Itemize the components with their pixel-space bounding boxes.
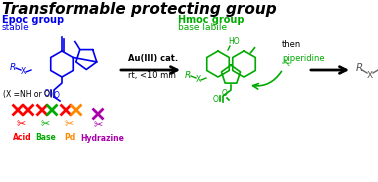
Text: Transformable protecting group: Transformable protecting group (2, 2, 277, 17)
Text: R: R (356, 63, 363, 73)
Text: Au(III) cat.: Au(III) cat. (128, 54, 178, 63)
Text: stable: stable (2, 23, 30, 32)
Text: X: X (196, 76, 201, 84)
Text: base labile: base labile (178, 23, 227, 32)
Text: (X =NH or O): (X =NH or O) (3, 90, 53, 99)
Text: O: O (213, 94, 219, 104)
Text: X: X (367, 70, 373, 80)
Text: O: O (222, 90, 228, 98)
Text: Pd: Pd (64, 133, 76, 142)
Text: ✂: ✂ (64, 119, 74, 129)
Text: Hydrazine: Hydrazine (80, 134, 124, 143)
Text: Base: Base (36, 133, 56, 142)
Text: X: X (21, 68, 26, 76)
Text: ✂: ✂ (93, 120, 103, 130)
Text: R: R (185, 70, 191, 80)
Text: ✂: ✂ (279, 57, 291, 71)
Text: rt, <10 min: rt, <10 min (128, 71, 176, 80)
Text: ✂: ✂ (40, 119, 50, 129)
Text: Acid: Acid (13, 133, 31, 142)
Text: ✂: ✂ (16, 119, 26, 129)
Text: then: then (282, 40, 301, 49)
Text: Epoc group: Epoc group (2, 15, 64, 25)
Text: Hmoc group: Hmoc group (178, 15, 245, 25)
Text: H: H (377, 63, 378, 73)
Text: R: R (10, 62, 16, 72)
Text: O: O (44, 88, 50, 98)
Text: O: O (54, 90, 60, 100)
Text: HO: HO (228, 37, 240, 46)
FancyArrowPatch shape (253, 71, 282, 89)
Text: piperidine: piperidine (282, 54, 325, 63)
